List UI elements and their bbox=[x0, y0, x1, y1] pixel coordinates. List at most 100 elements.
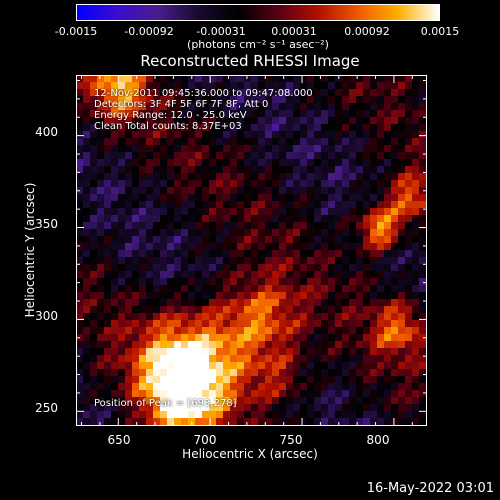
heatmap-cell bbox=[321, 222, 328, 229]
heatmap-cell bbox=[209, 124, 216, 131]
heatmap-cell bbox=[286, 355, 293, 362]
heatmap-cell bbox=[118, 110, 125, 117]
heatmap-cell bbox=[139, 117, 146, 124]
heatmap-cell bbox=[391, 180, 398, 187]
heatmap-cell bbox=[342, 292, 349, 299]
heatmap-cell bbox=[223, 243, 230, 250]
heatmap-cell bbox=[104, 334, 111, 341]
heatmap-cell bbox=[237, 89, 244, 96]
heatmap-cell bbox=[181, 285, 188, 292]
heatmap-cell bbox=[370, 222, 377, 229]
heatmap-cell bbox=[307, 334, 314, 341]
heatmap-cell bbox=[251, 96, 258, 103]
heatmap-cell bbox=[363, 138, 370, 145]
heatmap-cell bbox=[405, 306, 412, 313]
heatmap-cell bbox=[83, 404, 90, 411]
heatmap-cell bbox=[167, 418, 174, 425]
heatmap-cell bbox=[223, 411, 230, 418]
heatmap-cell bbox=[174, 390, 181, 397]
heatmap-cell bbox=[307, 250, 314, 257]
heatmap-cell bbox=[146, 397, 153, 404]
heatmap-cell bbox=[293, 362, 300, 369]
heatmap-cell bbox=[209, 229, 216, 236]
heatmap-cell bbox=[377, 383, 384, 390]
heatmap-cell bbox=[195, 96, 202, 103]
heatmap-cell bbox=[209, 383, 216, 390]
heatmap-cell bbox=[202, 390, 209, 397]
heatmap-cell bbox=[160, 383, 167, 390]
heatmap-cell bbox=[76, 208, 83, 215]
heatmap-cell bbox=[125, 75, 132, 82]
heatmap-cell bbox=[335, 320, 342, 327]
heatmap-cell bbox=[174, 173, 181, 180]
heatmap-cell bbox=[153, 201, 160, 208]
heatmap-cell bbox=[76, 103, 83, 110]
heatmap-cell bbox=[349, 334, 356, 341]
heatmap-cell bbox=[125, 306, 132, 313]
heatmap-cell bbox=[328, 285, 335, 292]
heatmap-cell bbox=[258, 201, 265, 208]
heatmap-cell bbox=[405, 404, 412, 411]
heatmap-cell bbox=[223, 236, 230, 243]
heatmap-cell bbox=[146, 250, 153, 257]
heatmap-cell bbox=[167, 222, 174, 229]
heatmap-cell bbox=[146, 180, 153, 187]
heatmap-cell bbox=[300, 327, 307, 334]
x-tick-label: 650 bbox=[107, 433, 131, 447]
heatmap-cell bbox=[272, 320, 279, 327]
heatmap-cell bbox=[125, 124, 132, 131]
heatmap-cell bbox=[356, 173, 363, 180]
heatmap-cell bbox=[286, 215, 293, 222]
heatmap-cell bbox=[265, 110, 272, 117]
heatmap-cell bbox=[230, 194, 237, 201]
heatmap-cell bbox=[251, 180, 258, 187]
heatmap-cell bbox=[195, 229, 202, 236]
heatmap-cell bbox=[216, 320, 223, 327]
heatmap-cell bbox=[419, 418, 426, 425]
heatmap-cell bbox=[181, 320, 188, 327]
heatmap-cell bbox=[286, 187, 293, 194]
heatmap-cell bbox=[419, 278, 426, 285]
heatmap-cell bbox=[216, 243, 223, 250]
heatmap-cell bbox=[181, 369, 188, 376]
heatmap-cell bbox=[419, 236, 426, 243]
heatmap-cell bbox=[76, 250, 83, 257]
heatmap-cell bbox=[118, 236, 125, 243]
heatmap-cell bbox=[216, 103, 223, 110]
heatmap-cell bbox=[223, 75, 230, 82]
heatmap-cell bbox=[104, 131, 111, 138]
heatmap-cell bbox=[146, 243, 153, 250]
heatmap-cell bbox=[307, 82, 314, 89]
heatmap-cell bbox=[90, 404, 97, 411]
heatmap-cell bbox=[328, 404, 335, 411]
heatmap-cell bbox=[300, 278, 307, 285]
heatmap-cell bbox=[293, 334, 300, 341]
heatmap-cell bbox=[349, 180, 356, 187]
heatmap-cell bbox=[167, 383, 174, 390]
heatmap-cell bbox=[286, 138, 293, 145]
heatmap-cell bbox=[160, 180, 167, 187]
heatmap-cell bbox=[384, 278, 391, 285]
heatmap-cell bbox=[174, 194, 181, 201]
heatmap-cell bbox=[300, 208, 307, 215]
heatmap-cell bbox=[419, 194, 426, 201]
heatmap-cell bbox=[300, 194, 307, 201]
heatmap-cell bbox=[286, 131, 293, 138]
heatmap-cell bbox=[104, 82, 111, 89]
heatmap-cell bbox=[286, 334, 293, 341]
heatmap-cell bbox=[90, 369, 97, 376]
heatmap-cell bbox=[391, 124, 398, 131]
heatmap-cell bbox=[118, 299, 125, 306]
heatmap-cell bbox=[223, 222, 230, 229]
heatmap-cell bbox=[314, 292, 321, 299]
heatmap-cell bbox=[286, 75, 293, 82]
heatmap-cell bbox=[293, 96, 300, 103]
heatmap-cell bbox=[307, 390, 314, 397]
heatmap-cell bbox=[398, 292, 405, 299]
heatmap-cell bbox=[195, 145, 202, 152]
heatmap-cell bbox=[384, 397, 391, 404]
heatmap-cell bbox=[188, 117, 195, 124]
heatmap-cell bbox=[132, 215, 139, 222]
heatmap-cell bbox=[139, 327, 146, 334]
heatmap-cell bbox=[398, 229, 405, 236]
